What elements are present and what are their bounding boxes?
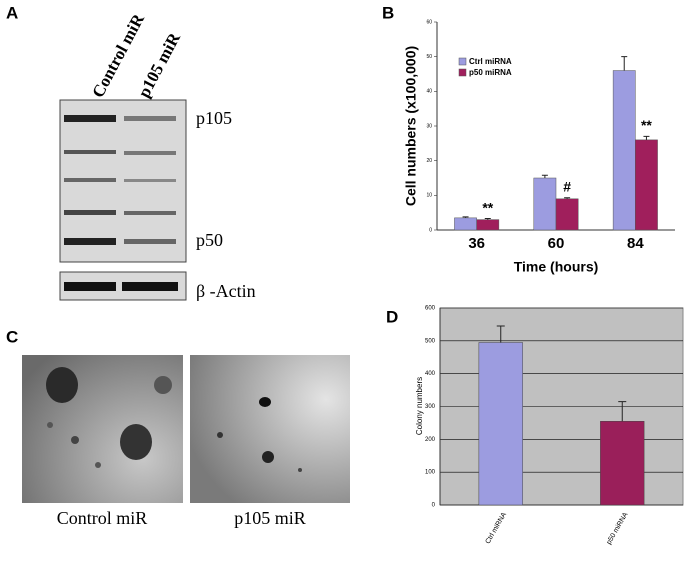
error-bar — [496, 325, 505, 343]
legend-swatch — [458, 57, 467, 66]
error-bar — [541, 174, 548, 178]
bar — [533, 177, 557, 231]
y-tick-label: 200 — [425, 437, 436, 443]
y-tick-label: 500 — [425, 338, 436, 344]
legend-swatch — [458, 68, 467, 77]
y-tick-label: 40 — [426, 89, 432, 95]
image-caption: p105 miR — [234, 508, 306, 528]
error-bar — [621, 56, 628, 71]
error-bar — [462, 216, 469, 218]
x-tick-label: 36 — [468, 235, 485, 252]
image-caption: Control miR — [57, 508, 148, 528]
x-axis-title: Time (hours) — [514, 259, 599, 275]
panel-letter: C — [6, 327, 18, 346]
significance-label: ** — [482, 199, 493, 215]
bar — [454, 217, 477, 231]
y-tick-label: 30 — [426, 123, 432, 129]
y-tick-label: 600 — [425, 306, 436, 312]
bar — [478, 342, 523, 506]
error-bar — [484, 218, 491, 220]
band-label: p50 — [196, 230, 223, 250]
colony-image — [22, 355, 183, 503]
y-axis-title: Cell numbers (x100,000) — [403, 46, 419, 206]
x-tick-label: 84 — [627, 235, 644, 252]
y-tick-label: 50 — [426, 54, 432, 60]
y-tick-label: 300 — [425, 404, 436, 410]
bar — [476, 219, 500, 231]
y-tick-label: 100 — [425, 470, 436, 476]
significance-label: # — [563, 178, 571, 194]
y-tick-label: 60 — [426, 19, 432, 25]
panel-letter: A — [6, 3, 18, 22]
x-tick-label: 60 — [548, 235, 565, 252]
error-bar — [643, 135, 650, 140]
x-tick-label: p50 miRNA — [606, 511, 630, 546]
band-label: β -Actin — [196, 281, 256, 301]
western-blot — [59, 99, 187, 301]
panel-letter: B — [382, 3, 394, 22]
bar — [600, 421, 645, 506]
y-tick-label: 20 — [426, 158, 432, 164]
band-label: p105 — [196, 108, 232, 128]
bar — [555, 198, 579, 231]
bar — [635, 139, 658, 231]
colony-image — [190, 355, 350, 503]
legend-label: p50 miRNA — [469, 68, 512, 77]
error-bar — [564, 197, 571, 199]
significance-label: ** — [641, 117, 652, 133]
lane-label: p105 miR — [134, 29, 184, 101]
error-bar — [618, 401, 627, 422]
bar — [612, 70, 636, 231]
y-tick-label: 0 — [432, 503, 436, 509]
y-axis-title: Colony numbers — [415, 377, 424, 435]
panel-letter: D — [386, 307, 398, 326]
y-tick-label: 0 — [429, 227, 432, 233]
y-tick-label: 10 — [426, 193, 432, 199]
legend-label: Ctrl miRNA — [469, 57, 512, 66]
y-tick-label: 400 — [425, 371, 436, 377]
x-tick-label: Ctrl miRNA — [485, 511, 509, 545]
